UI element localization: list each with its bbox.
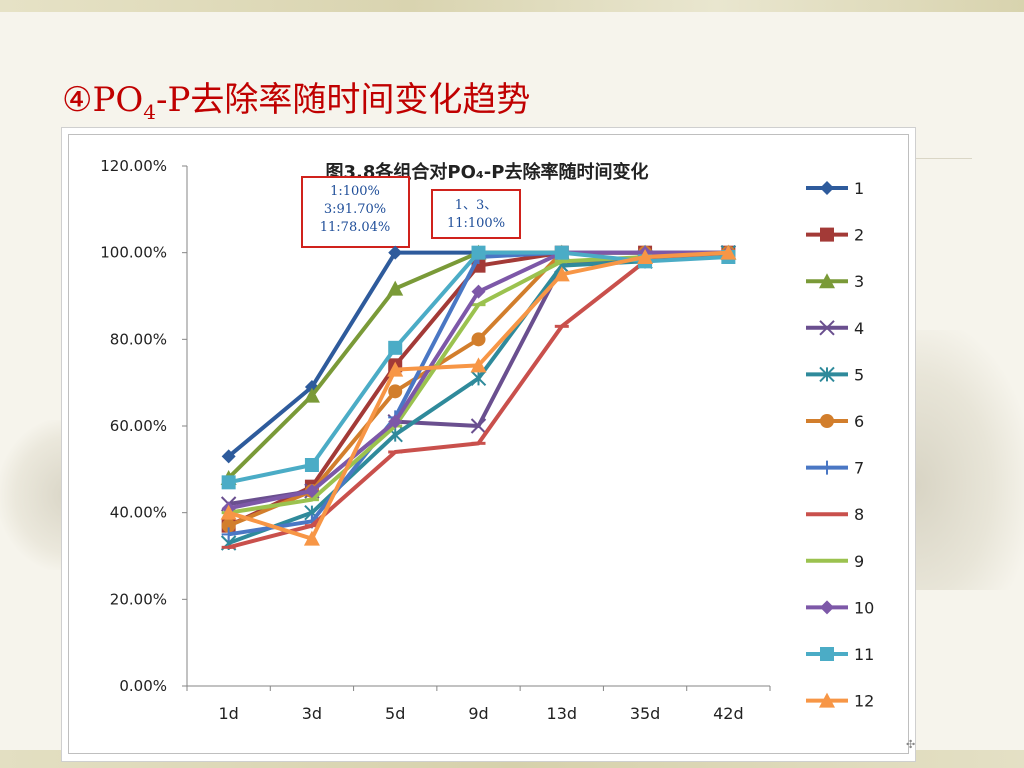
data-point [304,484,319,498]
x-tick-label: 35d [630,704,661,723]
annotation-text: 1:100% [330,184,380,199]
annotation-text: 3:91.70% [324,202,386,217]
legend-label: 11 [854,645,874,664]
data-point [470,357,487,373]
legend-label: 8 [854,505,864,524]
data-point [388,414,403,429]
annotation-box [301,176,410,248]
legend-marker [820,414,834,428]
data-point [471,245,486,260]
x-tick-label: 1d [218,704,238,723]
legend-marker [820,600,834,615]
legend-marker [819,366,835,383]
y-tick-label: 20.00% [110,590,167,608]
data-point [554,245,569,260]
legend-marker [820,227,834,242]
x-tick-label: 13d [547,704,578,723]
decorative-fan-left [0,420,70,570]
annotation-text: 11:78.04% [320,220,391,235]
data-point [471,284,486,299]
data-point [221,518,236,533]
data-point [553,266,570,282]
data-point [388,245,403,260]
data-point [303,530,320,546]
y-tick-label: 120.00% [100,157,167,175]
legend-label: 1 [854,179,864,198]
y-tick-label: 40.00% [110,504,167,522]
data-point [220,504,237,520]
legend-label: 4 [854,319,864,338]
data-point [221,527,236,542]
legend-label: 2 [854,226,864,245]
legend-label: 9 [854,552,864,571]
y-tick-label: 60.00% [110,417,167,435]
legend-label: 10 [854,598,874,617]
legend-marker [819,692,835,708]
data-point [470,418,487,434]
slide-top-band [0,0,1024,12]
data-point [221,475,236,490]
x-tick-label: 9d [468,704,488,723]
data-point [387,280,404,296]
slide-title-subscript: 4 [143,99,156,124]
y-tick-label: 80.00% [110,330,167,348]
legend-label: 7 [854,459,864,478]
slide-title-suffix: -P去除率随时间变化趋势 [155,80,531,120]
data-point [387,361,404,377]
y-tick-label: 0.00% [119,677,167,695]
legend-marker [820,181,834,195]
annotation-text: 11:100% [447,216,505,231]
x-tick-label: 5d [385,704,405,723]
legend-label: 3 [854,272,864,291]
data-point [388,340,403,355]
legend-label: 6 [854,412,864,431]
data-point [304,458,319,472]
x-tick-label: 42d [713,704,744,723]
slide-title-prefix: ④PO [62,80,144,120]
legend-marker [819,320,835,336]
legend-marker [819,273,835,289]
data-point [388,384,403,399]
x-tick-label: 3d [302,704,322,723]
data-point [303,387,320,403]
data-point [221,449,236,464]
decorative-line [900,158,972,159]
annotation-box [431,189,521,239]
data-point [720,244,737,260]
annotation-text: 1、3、 [455,198,498,213]
decorative-fan-right [915,330,1024,590]
resize-marker-icon: ✣ [906,738,916,751]
legend-marker [820,647,834,661]
data-point [470,370,487,387]
data-point [637,249,654,264]
chart-plot-border [68,134,909,754]
y-tick-label: 100.00% [100,244,167,262]
legend-label: 12 [854,692,874,711]
slide-title: ④PO4-P去除率随时间变化趋势 [62,72,531,124]
data-point [471,332,486,347]
legend-marker [820,460,834,475]
legend-label: 5 [854,365,864,384]
